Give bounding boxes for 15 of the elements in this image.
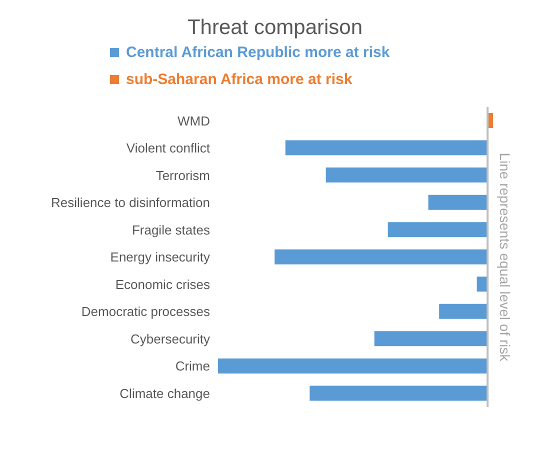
chart-title: Threat comparison	[186, 16, 364, 40]
y-tick-label: WMD	[178, 113, 210, 128]
y-tick-label: Energy insecurity	[110, 250, 210, 265]
y-tick-label: Violent conflict	[126, 140, 210, 156]
y-tick-label: Cybersecurity	[130, 331, 210, 346]
y-tick-label: Climate change	[120, 386, 210, 401]
y-tick-label: Terrorism	[156, 168, 210, 183]
y-tick-label: Crime	[175, 358, 210, 374]
y-tick-label: Resilience to disinformation	[51, 195, 210, 210]
legend-label: Central African Republic more at risk	[126, 44, 390, 61]
legend-label: sub-Saharan Africa more at risk	[126, 71, 352, 88]
y-tick-label: Democratic processes	[81, 304, 210, 320]
y-tick-label: Fragile states	[132, 222, 210, 238]
y-tick-label: Economic crises	[115, 276, 210, 292]
ref-line-label: Line represents equal level of risk	[496, 152, 513, 362]
